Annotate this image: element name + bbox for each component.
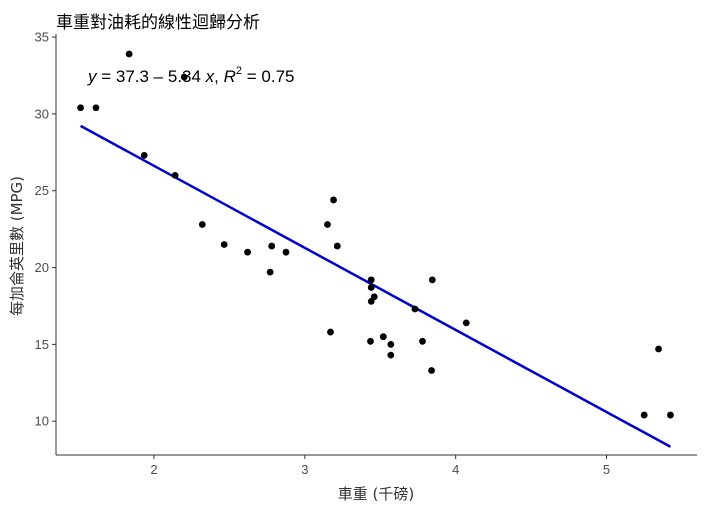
data-point (367, 337, 374, 345)
data-point (640, 411, 648, 419)
equation-y-var: y (87, 67, 98, 86)
data-point (220, 241, 228, 248)
x-axis-title: 車重 (千磅) (338, 485, 414, 503)
data-point (198, 221, 206, 228)
y-tick-label: 15 (35, 337, 49, 352)
data-point (367, 276, 375, 284)
data-point (92, 104, 100, 112)
data-point (330, 196, 337, 204)
data-point (387, 351, 395, 359)
data-point (77, 104, 84, 112)
data-point (387, 340, 395, 348)
y-tick-label: 20 (35, 260, 49, 275)
regression-line (79, 124, 672, 448)
data-point (655, 345, 662, 353)
equation-x-var: x (205, 67, 215, 86)
y-axis-title: 每加侖英里數 (MPG) (8, 176, 26, 316)
axis-ticks: 2 3 4 5 10 15 20 25 30 35 (35, 30, 611, 477)
data-point (266, 268, 274, 276)
data-point (180, 73, 188, 81)
data-point (327, 328, 334, 336)
data-point (367, 284, 375, 291)
data-point (282, 248, 290, 256)
x-tick-label: 3 (301, 462, 308, 477)
x-tick-label: 4 (452, 462, 459, 477)
data-point (428, 367, 435, 374)
points-layer (77, 50, 674, 419)
plot-area: 2 3 4 5 10 15 20 25 30 35 (35, 30, 697, 477)
data-point (411, 305, 419, 313)
equation-separator: , (214, 67, 223, 86)
data-point (268, 242, 276, 250)
x-tick-label: 2 (150, 462, 157, 477)
y-tick-label: 10 (35, 414, 49, 429)
y-tick-label: 25 (35, 183, 49, 198)
data-point (428, 276, 436, 284)
data-point (171, 171, 179, 179)
x-tick-label: 5 (603, 462, 610, 477)
equation-r2-value: = 0.75 (242, 67, 294, 86)
regression-layer (79, 124, 672, 448)
data-point (333, 242, 341, 250)
data-point (379, 333, 387, 341)
equation-r-var: R (224, 67, 236, 86)
chart-title: 車重對油耗的線性迴歸分析 (56, 13, 260, 33)
y-tick-label: 35 (35, 30, 49, 45)
equation-r-exponent: 2 (236, 65, 242, 77)
data-point (367, 297, 375, 305)
data-point (140, 151, 148, 159)
equation-body: = 37.3 – 5.34 (97, 67, 206, 86)
data-point (324, 221, 331, 228)
regression-equation: y = 37.3 – 5.34 x, R2 = 0.75 (87, 65, 295, 86)
data-point (244, 248, 251, 256)
data-point (419, 337, 426, 345)
data-point (462, 319, 470, 327)
data-point (125, 50, 133, 58)
data-point (667, 411, 674, 419)
y-tick-label: 30 (35, 106, 49, 121)
